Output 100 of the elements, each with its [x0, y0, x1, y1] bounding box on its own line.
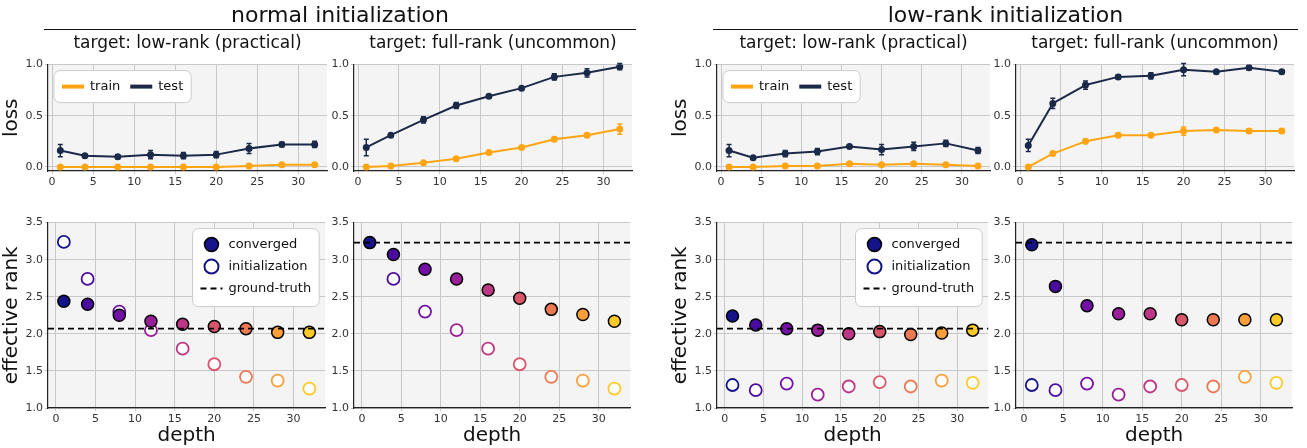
- y-tick-label: 1.5: [993, 363, 1011, 377]
- x-tick-label: 5: [397, 412, 405, 426]
- x-tick-label: 30: [596, 175, 611, 189]
- y-tick-label: 3.5: [993, 215, 1011, 229]
- y-tick-label: 1.0: [694, 57, 712, 71]
- y-tick-label: 1.0: [993, 57, 1011, 71]
- legend-label: test: [827, 77, 853, 93]
- y-tick-label: 0.0: [993, 159, 1011, 173]
- text: normal initialization: [44, 2, 636, 30]
- x-tick-label: 5: [757, 175, 765, 189]
- y-axis-title: loss: [667, 98, 692, 138]
- x-tick-label: 0: [717, 175, 725, 189]
- y-tick-label: 0.5: [331, 108, 349, 122]
- y-tick-label: 2.5: [25, 289, 43, 303]
- y-tick-label: 0.5: [993, 108, 1011, 122]
- x-tick-label: 25: [1214, 412, 1229, 426]
- legend-label: converged: [228, 235, 298, 251]
- x-tick-label: 20: [1176, 175, 1191, 189]
- x-tick-label: 20: [874, 175, 889, 189]
- text: low-rank initialization: [713, 2, 1298, 30]
- x-tick-label: 5: [395, 175, 403, 189]
- x-tick-label: 25: [246, 412, 261, 426]
- x-tick-label: 10: [795, 412, 810, 426]
- y-tick-label: 0.0: [25, 159, 43, 173]
- y-tick-label: 1.5: [25, 363, 43, 377]
- y-tick-label: 0.0: [331, 159, 349, 173]
- x-tick-label: 20: [209, 175, 224, 189]
- y-tick-label: 1.0: [25, 400, 43, 414]
- x-tick-label: 25: [911, 412, 926, 426]
- x-tick-label: 30: [950, 412, 965, 426]
- x-tick-label: 10: [128, 412, 143, 426]
- y-tick-label: 0.5: [694, 108, 712, 122]
- x-tick-label: 25: [552, 412, 567, 426]
- x-tick-label: 5: [1057, 175, 1065, 189]
- x-tick-label: 30: [286, 412, 301, 426]
- legend-label: converged: [891, 235, 961, 251]
- chart-title: target: full-rank (uncommon): [1030, 32, 1280, 52]
- x-tick-label: 0: [52, 412, 60, 426]
- x-tick-label: 0: [721, 412, 729, 426]
- x-tick-label: 5: [89, 175, 97, 189]
- legend-label: initialization: [228, 257, 308, 273]
- y-tick-label: 1.5: [694, 363, 712, 377]
- x-tick-label: 25: [914, 175, 929, 189]
- y-tick-label: 0.0: [694, 159, 712, 173]
- y-tick-label: 1.0: [694, 400, 712, 414]
- y-tick-label: 1.0: [25, 57, 43, 71]
- x-tick-label: 5: [759, 412, 767, 426]
- legend-label: train: [759, 77, 790, 93]
- legend-label: test: [158, 77, 184, 93]
- x-tick-label: 10: [433, 412, 448, 426]
- x-tick-label: 30: [1258, 175, 1273, 189]
- y-tick-label: 3.0: [694, 252, 712, 266]
- x-tick-label: 5: [1059, 412, 1067, 426]
- y-tick-label: 2.0: [331, 326, 349, 340]
- x-tick-label: 30: [1253, 412, 1268, 426]
- y-tick-label: 0.5: [25, 108, 43, 122]
- x-tick-label: 25: [250, 175, 265, 189]
- x-tick-label: 10: [1094, 175, 1109, 189]
- x-tick-label: 5: [92, 412, 100, 426]
- x-tick-label: 0: [358, 412, 366, 426]
- x-tick-label: 0: [1016, 175, 1024, 189]
- x-tick-label: 30: [954, 175, 969, 189]
- x-tick-label: 15: [834, 175, 849, 189]
- y-tick-label: 2.0: [993, 326, 1011, 340]
- x-tick-label: 0: [354, 175, 362, 189]
- y-tick-label: 2.5: [694, 289, 712, 303]
- y-tick-label: 2.0: [25, 326, 43, 340]
- x-tick-label: 25: [1217, 175, 1232, 189]
- y-tick-label: 2.0: [694, 326, 712, 340]
- y-tick-label: 1.0: [331, 57, 349, 71]
- x-tick-label: 30: [291, 175, 306, 189]
- y-tick-label: 2.5: [993, 289, 1011, 303]
- y-tick-label: 3.0: [331, 252, 349, 266]
- y-tick-label: 3.0: [993, 252, 1011, 266]
- x-tick-label: 10: [794, 175, 809, 189]
- y-tick-label: 2.5: [331, 289, 349, 303]
- y-axis-title: effective rank: [0, 245, 23, 385]
- y-tick-label: 3.5: [25, 215, 43, 229]
- x-tick-label: 0: [1020, 412, 1028, 426]
- legend-label: train: [90, 77, 121, 93]
- y-axis-title: effective rank: [667, 245, 692, 385]
- y-tick-label: 1.5: [331, 363, 349, 377]
- x-tick-label: 15: [1135, 175, 1150, 189]
- chart-title: target: low-rank (practical): [738, 32, 969, 52]
- legend-label: initialization: [891, 257, 971, 273]
- x-tick-label: 0: [48, 175, 56, 189]
- x-tick-label: 15: [473, 175, 488, 189]
- x-tick-label: 10: [432, 175, 447, 189]
- x-tick-label: 30: [591, 412, 606, 426]
- y-tick-label: 1.0: [331, 400, 349, 414]
- y-axis-title: loss: [0, 98, 23, 138]
- chart-title: target: full-rank (uncommon): [368, 32, 618, 52]
- chart-title: target: low-rank (practical): [72, 32, 303, 52]
- x-tick-label: 15: [168, 175, 183, 189]
- x-tick-label: 20: [514, 175, 529, 189]
- y-tick-label: 1.0: [993, 400, 1011, 414]
- legend-label: ground-truth: [228, 279, 312, 295]
- y-tick-label: 3.5: [331, 215, 349, 229]
- x-tick-label: 10: [127, 175, 142, 189]
- x-tick-label: 25: [555, 175, 570, 189]
